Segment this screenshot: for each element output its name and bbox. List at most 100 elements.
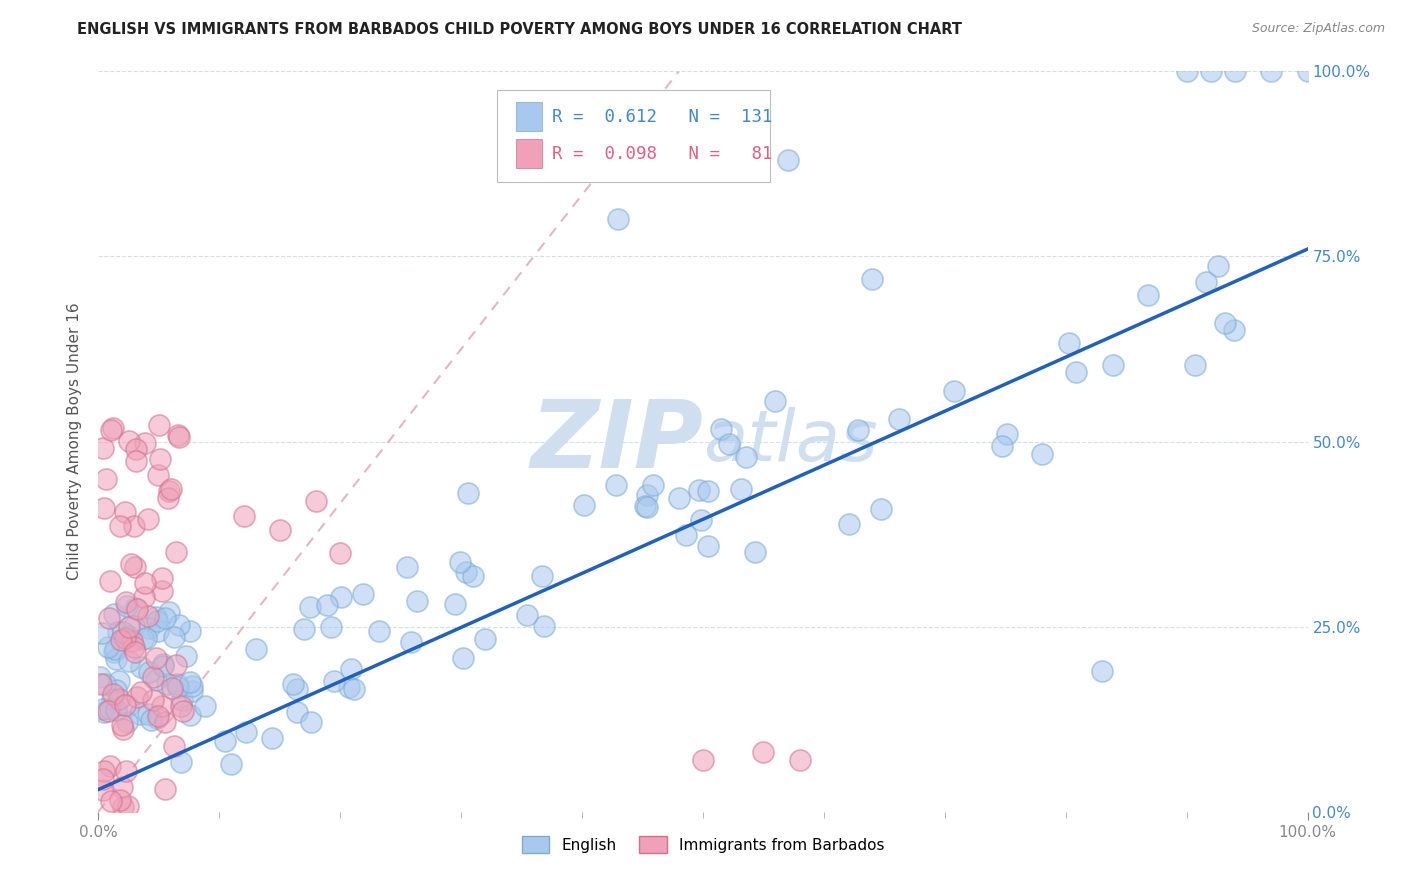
Text: R =  0.612   N =  131: R = 0.612 N = 131 [551, 108, 772, 126]
Point [1136, 288, 1159, 302]
Point [118, 620, 141, 634]
Point [122, 640, 145, 654]
Point [668, 491, 690, 505]
Point [572, 498, 595, 512]
Point [91, 772, 114, 787]
Point [91, 441, 114, 455]
Point [990, 439, 1012, 453]
Point [194, 699, 217, 714]
Point [152, 657, 174, 672]
Point [124, 645, 146, 659]
Point [675, 528, 697, 542]
Point [98, 610, 121, 624]
Point [105, 682, 128, 697]
Point [90, 677, 112, 691]
Point [91, 702, 114, 716]
Point [776, 153, 799, 168]
Point [636, 488, 658, 502]
Point [838, 516, 860, 531]
Point [125, 690, 148, 705]
Point [101, 692, 124, 706]
Point [134, 591, 156, 605]
Point [329, 546, 352, 560]
Point [112, 723, 135, 737]
Point [176, 649, 198, 664]
Point [319, 620, 342, 634]
Point [125, 454, 148, 468]
Point [172, 692, 194, 706]
Point [283, 677, 305, 691]
Text: atlas: atlas [703, 407, 877, 476]
Point [451, 650, 474, 665]
Point [165, 658, 187, 673]
Point [232, 508, 254, 523]
Point [112, 624, 135, 639]
Point [110, 632, 132, 647]
Point [150, 571, 173, 585]
Point [91, 783, 114, 797]
Point [142, 669, 165, 683]
Point [1175, 64, 1198, 78]
Point [688, 483, 710, 497]
Point [180, 679, 202, 693]
Point [117, 699, 139, 714]
Point [145, 610, 167, 624]
Point [165, 545, 187, 559]
Point [1223, 64, 1246, 78]
Text: Source: ZipAtlas.com: Source: ZipAtlas.com [1251, 22, 1385, 36]
Point [121, 633, 143, 648]
Point [461, 569, 484, 583]
Point [179, 624, 201, 638]
Point [696, 539, 718, 553]
Point [285, 706, 308, 720]
Point [136, 608, 159, 623]
Point [157, 484, 180, 499]
Text: R =  0.098   N =   81: R = 0.098 N = 81 [551, 145, 772, 162]
Point [101, 687, 124, 701]
Point [104, 642, 127, 657]
Point [449, 555, 471, 569]
Point [1057, 335, 1080, 350]
Point [107, 692, 129, 706]
Point [114, 631, 136, 645]
Point [134, 576, 156, 591]
Point [260, 731, 283, 745]
Point [1296, 64, 1319, 78]
Point [1184, 358, 1206, 372]
Point [166, 677, 188, 691]
Point [157, 491, 180, 505]
Point [735, 450, 758, 464]
Point [117, 630, 139, 644]
Point [117, 654, 139, 668]
Point [93, 501, 115, 516]
Point [163, 630, 186, 644]
Point [1031, 447, 1053, 461]
Point [170, 755, 193, 769]
Point [129, 684, 152, 698]
Point [110, 717, 132, 731]
Point [167, 680, 190, 694]
Point [305, 493, 328, 508]
Point [93, 706, 115, 720]
Point [167, 430, 190, 444]
Point [1102, 359, 1125, 373]
Point [97, 640, 120, 655]
FancyBboxPatch shape [516, 139, 543, 168]
Point [110, 519, 132, 533]
Point [98, 759, 121, 773]
Point [146, 468, 169, 483]
Point [846, 423, 869, 437]
Text: ZIP: ZIP [530, 395, 703, 488]
Point [96, 704, 118, 718]
Point [131, 632, 153, 647]
Point [163, 739, 186, 754]
Point [516, 608, 538, 623]
Point [115, 599, 138, 613]
Point [117, 798, 139, 813]
Point [141, 713, 163, 727]
Point [689, 513, 711, 527]
Point [245, 641, 267, 656]
Point [120, 557, 142, 571]
Point [1213, 317, 1236, 331]
Point [399, 635, 422, 649]
